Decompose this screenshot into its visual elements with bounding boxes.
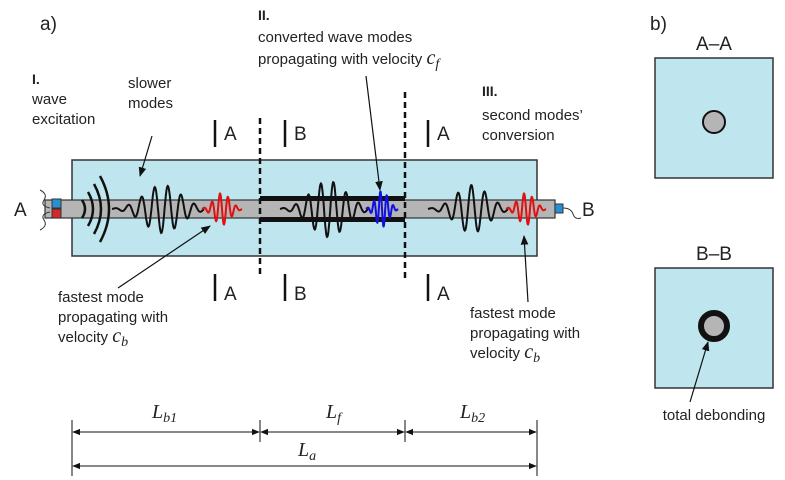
wave-packet [427, 183, 509, 233]
end-label: A [14, 200, 27, 221]
dimension-lines [71, 420, 538, 476]
emitter-arcs [80, 175, 111, 243]
arrow [365, 75, 383, 191]
panel-label: b) [650, 14, 667, 35]
section-label: B [294, 124, 307, 145]
wave-packet [111, 184, 205, 235]
wave-packet [279, 180, 369, 239]
sensor [51, 198, 62, 209]
debond-bottom [260, 217, 405, 222]
wave-packet [365, 190, 399, 228]
cable [39, 189, 51, 231]
cable [562, 207, 582, 219]
region-numeral: I. [32, 71, 40, 87]
section-label: A [224, 284, 237, 305]
annotation: total debonding [663, 407, 766, 424]
arrow [138, 135, 153, 177]
region-numeral: II. [258, 7, 270, 23]
dimension-label: Lb2 [459, 401, 485, 426]
annotation: modes [128, 95, 173, 112]
section-title: A–A [696, 34, 732, 55]
panel-label: a) [40, 14, 57, 35]
wave-packet [505, 192, 547, 226]
region-text: wave [31, 91, 67, 108]
section-label: A [224, 124, 237, 145]
section-label: B [294, 284, 307, 305]
rod-section [698, 310, 730, 342]
region-text: excitation [32, 111, 95, 128]
section-label: A [437, 284, 450, 305]
rod-section [702, 110, 726, 134]
arrow [520, 235, 529, 303]
debond-top [260, 196, 405, 201]
annotation: propagating with [58, 309, 168, 326]
boundaries [258, 92, 407, 278]
dimension-label: La [297, 439, 316, 464]
dimension-label: Lf [325, 401, 343, 426]
arrow [117, 225, 211, 289]
annotation: slower [128, 75, 171, 92]
section-marks [213, 120, 430, 301]
dimension-label: Lb1 [151, 401, 177, 426]
region-text: propagating with velocity cf [258, 47, 441, 72]
region-text: converted wave modes [258, 29, 412, 46]
annotation: propagating with [470, 325, 580, 342]
region-text: conversion [482, 127, 555, 144]
wave-packet [201, 192, 243, 226]
section-title: B–B [696, 244, 732, 265]
sensor [51, 208, 62, 219]
sensor [554, 203, 564, 214]
region-text: second modes’ [482, 107, 583, 124]
region-numeral: III. [482, 83, 498, 99]
annotation: fastest mode [58, 289, 144, 306]
annotation: velocity cb [58, 325, 128, 350]
annotation: fastest mode [470, 305, 556, 322]
waves [111, 180, 547, 239]
arrow [689, 341, 710, 403]
section-label: A [437, 124, 450, 145]
end-label: B [582, 200, 595, 221]
annotation: velocity cb [470, 341, 540, 366]
